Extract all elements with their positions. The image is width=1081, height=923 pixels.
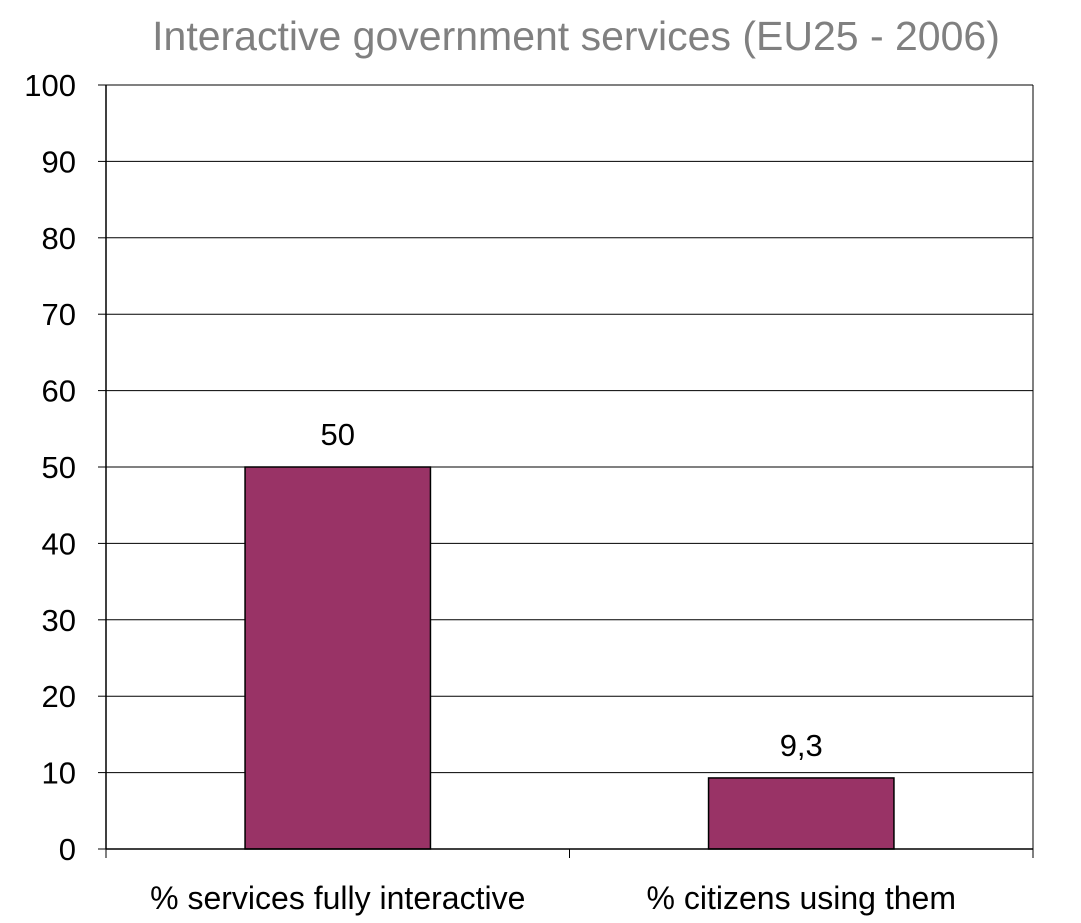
y-tick-label: 60 [42,374,76,409]
y-tick-label: 90 [42,144,76,179]
x-category-label: % services fully interactive [150,880,525,916]
y-tick-label: 50 [42,450,76,485]
y-tick-label: 0 [59,832,76,867]
y-tick-label: 80 [42,221,76,256]
bars [244,466,895,850]
data-label: 50 [321,417,355,452]
chart-title: Interactive government services (EU25 - … [152,13,1000,59]
y-tick-label: 100 [24,68,76,103]
bar [244,466,432,850]
axes [98,84,1034,858]
y-tick-label: 40 [42,526,76,561]
y-tick-label: 70 [42,297,76,332]
data-label: 9,3 [780,728,823,763]
x-category-label: % citizens using them [647,880,956,916]
y-tick-label: 20 [42,679,76,714]
bar [707,777,895,850]
labels: 0 10 20 30 40 50 60 70 80 90 100 50 % services fully… [24,68,956,916]
y-tick-label: 30 [42,603,76,638]
y-tick-label: 10 [42,756,76,791]
